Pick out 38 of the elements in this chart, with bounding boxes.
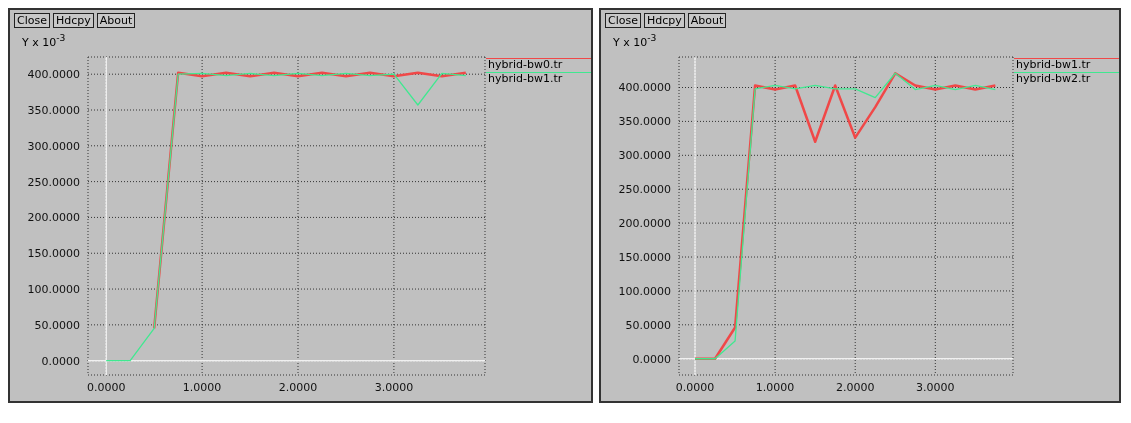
y-tick-label: 400.0000 <box>27 68 80 82</box>
y-tick-label: 350.0000 <box>27 103 80 117</box>
y-tick-label: 250.0000 <box>27 175 80 189</box>
text: Close <box>605 13 641 28</box>
x-tick-label: 0.0000 <box>86 380 126 394</box>
x-tick-label: 1.0000 <box>755 380 795 394</box>
y-axis-title: Y x 10$^{-3}$ <box>613 32 657 49</box>
text: Hdcpy <box>52 13 94 28</box>
y-tick-label: 0.0000 <box>41 354 80 368</box>
x-tick-label: 2.0000 <box>278 380 318 394</box>
x-tick-label: 0.0000 <box>675 380 715 394</box>
y-tick-label: 0.0000 <box>632 352 671 366</box>
text: hybrid-bw1.tr <box>486 72 591 85</box>
x-tick-label: 3.0000 <box>916 380 955 394</box>
series-label: hybrid-bw2.tr <box>1014 72 1119 85</box>
text: hybrid-bw1.tr <box>1014 58 1119 71</box>
y-axis-title: Y x 10$^{-3}$ <box>22 32 66 49</box>
y-tick-label: 100.0000 <box>618 284 671 298</box>
text: About <box>687 13 727 28</box>
y-tick-label: 250.0000 <box>618 183 671 197</box>
x-tick-label: 2.0000 <box>835 380 875 394</box>
text: hybrid-bw0.tr <box>486 58 591 71</box>
y-tick-label: 50.0000 <box>625 318 671 332</box>
y-tick-label: 150.0000 <box>618 250 671 264</box>
text: Close <box>14 13 50 28</box>
y-tick-label: 200.0000 <box>618 217 671 231</box>
x-tick-label: 3.0000 <box>374 380 414 394</box>
y-tick-label: 100.0000 <box>27 282 80 296</box>
y-tick-label: 200.0000 <box>27 211 80 225</box>
y-tick-label: 300.0000 <box>27 139 80 153</box>
y-tick-label: 400.0000 <box>618 81 671 95</box>
y-tick-label: 50.0000 <box>34 318 80 332</box>
text: Hdcpy <box>643 13 685 28</box>
text: About <box>96 13 136 28</box>
x-tick-label: 1.0000 <box>182 380 222 394</box>
y-tick-label: 350.0000 <box>618 115 671 129</box>
y-tick-label: 150.0000 <box>27 247 80 261</box>
y-tick-label: 300.0000 <box>618 149 671 163</box>
